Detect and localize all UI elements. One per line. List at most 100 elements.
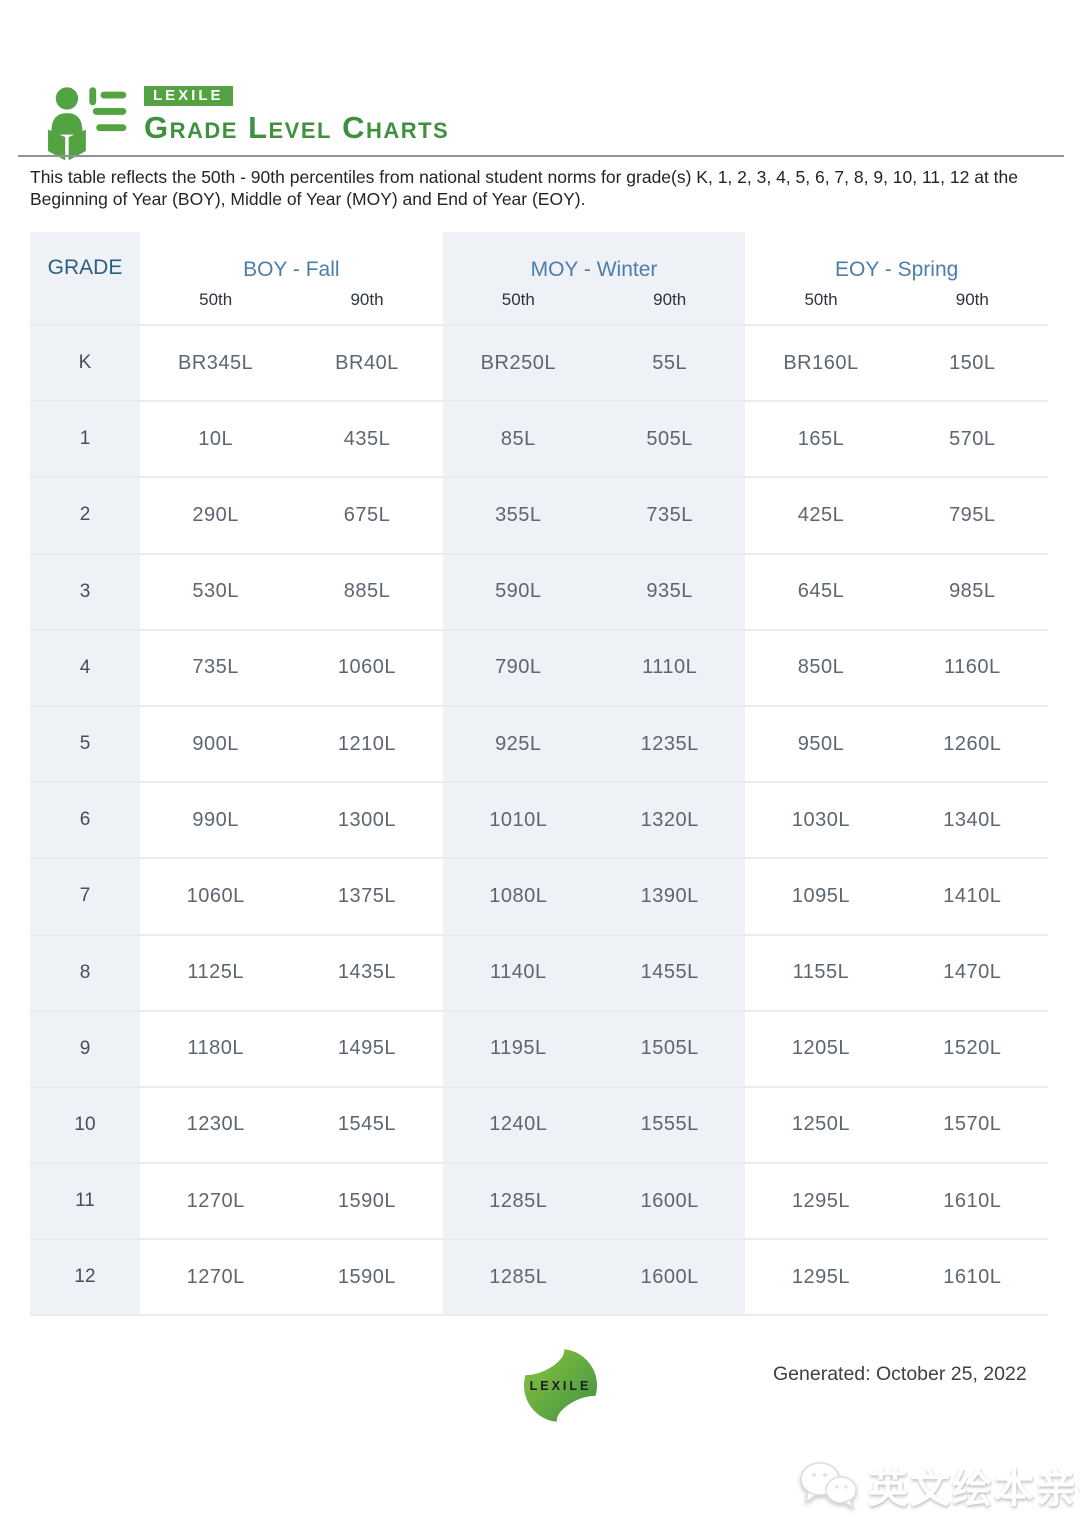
value-cell: 1505L (593, 1011, 746, 1086)
grade-cell: 5 (30, 706, 140, 782)
value-cell: 1125L (187, 961, 244, 984)
value-cell: 1010L (442, 783, 594, 858)
group-header-boy-fall: BOY - Fall (243, 258, 340, 281)
wechat-icon (800, 1462, 857, 1510)
value-cell: BR345L (178, 351, 254, 374)
value-cell: 425L (797, 503, 845, 526)
value-cell: 950L (797, 732, 845, 755)
value-cell: 1590L (337, 1189, 397, 1212)
table-row: 7 1060L 1375L 1080L 1390L 1095L 1410L (30, 859, 1048, 936)
value-cell: 1495L (337, 1037, 397, 1060)
value-cell: 165L (797, 427, 845, 450)
value-cell: 1205L (791, 1037, 851, 1060)
table-row: 2 290L 675L 355L 735L 425L 795L (30, 478, 1048, 555)
table-row: 6 990L 1300L 1010L 1320L 1030L 1340L (30, 783, 1048, 860)
value-cell: 1570L (943, 1113, 1002, 1136)
value-cell: 1300L (337, 808, 397, 831)
value-cell: 1295L (791, 1265, 851, 1288)
watermark-text: 英文绘本亲子屋 (868, 1467, 1080, 1511)
value-cell: 1235L (593, 706, 746, 782)
table-row: 11 1270L 1590L 1285L 1600L 1295L 1610L (30, 1164, 1048, 1241)
value-cell: 1060L (186, 884, 245, 907)
table-body: K BR345L BR40L BR250L 55L BR160L 150L 1 10L 435L 8… (30, 326, 1048, 1317)
table-row: 4 735L 1060L 790L 1110L 850L 1160L (30, 630, 1048, 707)
intro-text: This table reflects the 50th - 90th perc… (30, 167, 1018, 209)
value-cell: 1160L (944, 656, 1001, 679)
value-cell: 900L (192, 732, 239, 755)
value-cell: 1375L (337, 884, 397, 907)
value-cell: 1260L (943, 732, 1002, 755)
value-cell: 1270L (186, 1265, 245, 1288)
table-row: 3 530L 885L 590L 935L 645L 985L (30, 554, 1048, 631)
table-row: K BR345L BR40L BR250L 55L BR160L 150L (30, 326, 1048, 403)
value-cell: BR40L (335, 351, 399, 374)
table-row: 5 900L 1210L 925L 1235L 950L 1260L (30, 706, 1048, 784)
grade-cell: 12 (30, 1240, 140, 1315)
grade-cell: 11 (30, 1164, 140, 1239)
value-cell: 885L (343, 580, 391, 603)
value-cell: 1435L (337, 961, 397, 984)
percentile-header: 90th (593, 288, 746, 324)
value-cell: 795L (949, 503, 996, 526)
value-cell: 985L (949, 580, 996, 603)
value-cell: 355L (442, 478, 594, 553)
value-cell: 85L (442, 402, 594, 477)
grade-level-table: GRADE BOY - Fall MOY - Winter EOY - Spri… (30, 232, 1048, 1317)
table-row: 1 10L 435L 85L 505L 165L 570L (30, 402, 1048, 479)
grade-cell: 10 (30, 1087, 140, 1163)
value-cell: 990L (192, 808, 239, 831)
value-cell: 935L (593, 554, 746, 629)
table-row: 8 1125L 1435L 1140L 1455L 1155L 1470L (30, 935, 1048, 1012)
value-cell: 1520L (943, 1037, 1002, 1060)
lexile-reader-icon (48, 87, 127, 161)
percentile-header: 50th (199, 290, 233, 309)
value-cell: 10L (198, 427, 234, 450)
value-cell: 1230L (186, 1113, 245, 1136)
value-cell: BR250L (442, 326, 594, 401)
grade-cell: 7 (30, 859, 140, 934)
value-cell: 1470L (943, 961, 1002, 984)
watermark: 英文绘本亲子屋 (798, 1456, 1080, 1514)
value-cell: 1600L (593, 1164, 746, 1239)
value-cell: 530L (192, 580, 239, 603)
grade-cell: 8 (30, 935, 140, 1010)
value-cell: 1390L (593, 859, 746, 934)
value-cell: 1295L (791, 1189, 851, 1212)
value-cell: 735L (593, 478, 746, 553)
lexile-circle-logo: LEXILE (523, 1348, 598, 1423)
value-cell: 1250L (791, 1113, 851, 1136)
value-cell: 1155L (792, 961, 850, 984)
grade-column-header: GRADE (30, 232, 140, 324)
value-cell: 1600L (593, 1240, 746, 1315)
grade-cell: 4 (30, 630, 140, 705)
value-cell: 735L (192, 656, 239, 679)
value-cell: 1610L (943, 1265, 1002, 1288)
group-header-eoy-spring: EOY - Spring (834, 258, 959, 281)
percentile-header: 90th (350, 290, 384, 309)
value-cell: 850L (797, 656, 845, 679)
value-cell: 1060L (337, 656, 397, 679)
value-cell: 1270L (186, 1189, 245, 1212)
grade-cell: 2 (30, 478, 140, 553)
percentile-header: 50th (442, 288, 594, 324)
percentile-header: 50th (804, 290, 838, 309)
group-header-moy-winter: MOY - Winter (442, 232, 746, 288)
value-cell: 1340L (943, 808, 1002, 831)
value-cell: 1080L (442, 859, 594, 934)
value-cell: 1285L (442, 1240, 594, 1315)
grade-cell: K (30, 326, 140, 401)
footer-logo-label: LEXILE (530, 1379, 592, 1393)
value-cell: 1545L (337, 1113, 397, 1136)
value-cell: 590L (442, 554, 594, 629)
value-cell: 1110L (593, 630, 746, 705)
grade-cell: 6 (30, 783, 140, 858)
generated-date: Generated: October 25, 2022 (773, 1363, 1027, 1385)
value-cell: 1095L (791, 884, 851, 907)
value-cell: BR160L (783, 351, 859, 374)
value-cell: 1320L (593, 783, 746, 858)
value-cell: 1590L (337, 1265, 397, 1288)
table-row: 10 1230L 1545L 1240L 1555L 1250L 1570L (30, 1087, 1048, 1165)
grade-cell: 1 (30, 402, 140, 477)
value-cell: 645L (797, 580, 845, 603)
header-divider (18, 155, 1064, 157)
